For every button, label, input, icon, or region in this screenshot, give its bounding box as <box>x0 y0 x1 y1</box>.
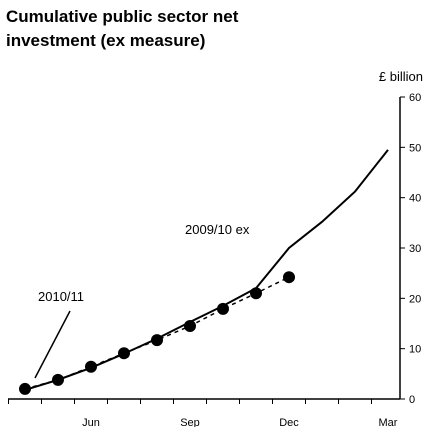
y-tick-label: 50 <box>409 142 421 154</box>
series-dot <box>118 347 130 360</box>
series-dot <box>250 287 262 300</box>
series-dot <box>85 360 97 373</box>
x-tick-label: Sep <box>180 417 200 427</box>
series-line <box>24 149 389 391</box>
series-dot <box>151 334 163 347</box>
y-tick-label: 10 <box>409 344 421 356</box>
y-tick-label: 40 <box>409 193 421 205</box>
chart-title-line: investment (ex measure) <box>6 31 205 50</box>
series-dot <box>19 382 31 395</box>
chart-title-line: Cumulative public sector net <box>6 7 239 26</box>
y-tick-label: 20 <box>409 293 421 305</box>
x-tick-label: Mar <box>379 417 398 427</box>
series-dot <box>283 271 295 284</box>
y-tick-label: 30 <box>409 243 421 255</box>
series-label: 2010/11 <box>38 289 84 304</box>
series-label: 2009/10 ex <box>185 222 250 237</box>
x-tick-label: Jun <box>82 417 100 427</box>
series-dot <box>217 302 229 315</box>
label-leader <box>34 310 71 379</box>
series-dot <box>184 320 196 333</box>
y-tick-label: 0 <box>409 394 415 406</box>
y-axis-label: £ billion <box>379 69 423 84</box>
series-dot <box>52 373 64 386</box>
y-tick-label: 60 <box>409 92 421 104</box>
x-tick-label: Dec <box>279 417 299 427</box>
